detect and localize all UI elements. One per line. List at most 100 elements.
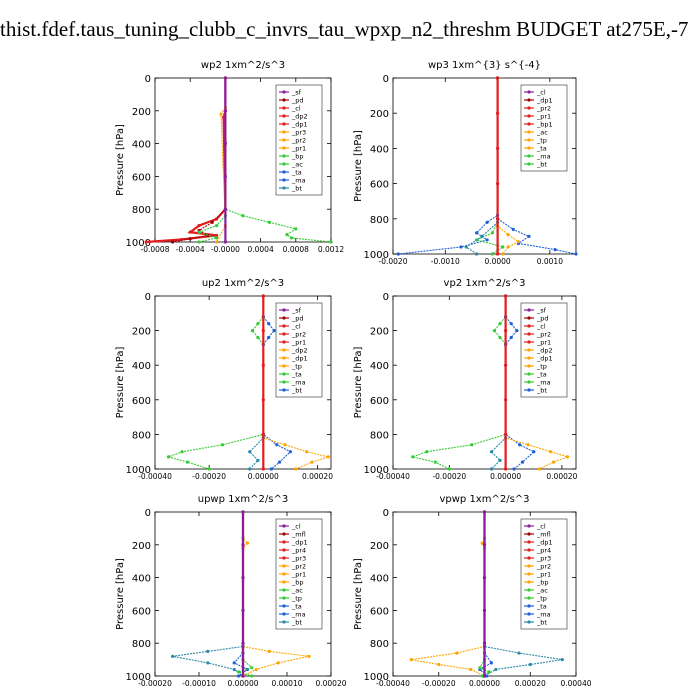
legend-marker xyxy=(527,114,531,118)
y-tick-label: 600 xyxy=(132,396,151,407)
data-point xyxy=(482,641,487,645)
legend-marker xyxy=(527,348,531,352)
y-axis-label: Pressure [hPa] xyxy=(115,124,126,196)
legend-marker xyxy=(282,324,286,328)
x-tick-label: 0.00000 xyxy=(227,679,258,688)
chart-title: vpwp 1xm^2/s^3 xyxy=(439,494,529,505)
data-point xyxy=(495,182,500,186)
data-point xyxy=(261,398,265,402)
data-point xyxy=(241,543,245,547)
y-tick-label: 400 xyxy=(370,361,389,372)
y-tick-label: 600 xyxy=(370,180,389,191)
legend-marker xyxy=(282,130,286,134)
chart-panel-6: vpwp 1xm^2/s^3 Pressure [hPa] 0 200 400 600 80… xyxy=(353,494,592,688)
legend-marker xyxy=(527,372,531,376)
data-point xyxy=(509,322,513,326)
series-line-tp xyxy=(398,78,499,255)
data-point xyxy=(482,543,487,547)
legend-entry: _pd xyxy=(536,315,549,323)
legend-entry: _mfl xyxy=(291,531,306,539)
chart-panel-1: wp2 1xm^2/s^3 Pressure [hPa] 0 200 400 600 800… xyxy=(115,60,344,254)
data-point xyxy=(215,240,219,244)
data-point xyxy=(528,662,532,667)
legend-marker xyxy=(282,356,286,360)
legend-marker xyxy=(527,146,531,150)
legend-marker xyxy=(282,604,286,608)
data-point xyxy=(489,661,493,665)
x-tick-label: -0.00040 xyxy=(376,472,410,481)
data-point xyxy=(501,245,505,249)
data-point xyxy=(498,458,502,462)
data-point xyxy=(517,651,521,655)
legend-entry: _bp xyxy=(291,153,304,161)
legend-entry: _ma xyxy=(536,153,551,161)
data-point xyxy=(329,240,333,244)
y-tick-label: 800 xyxy=(132,639,151,650)
data-point xyxy=(171,654,175,658)
legend-entry: _cl xyxy=(536,323,546,331)
y-tick-label: 1000 xyxy=(364,672,389,683)
legend-entry: _cl xyxy=(291,323,301,331)
data-point xyxy=(207,467,211,471)
data-point xyxy=(241,510,245,514)
data-point xyxy=(485,220,489,224)
x-tick-label: 0.00010 xyxy=(271,679,302,688)
data-point xyxy=(504,363,508,367)
data-point xyxy=(464,245,468,249)
series-line-pr1 xyxy=(242,512,310,677)
data-point xyxy=(489,450,494,454)
legend-marker xyxy=(282,620,286,624)
data-point xyxy=(480,234,484,238)
legend-entry: _sf xyxy=(536,307,547,315)
series-line-ac xyxy=(236,512,253,677)
y-tick-label: 1000 xyxy=(364,250,389,261)
y-tick-label: 800 xyxy=(370,215,389,226)
data-point xyxy=(245,541,249,545)
data-point xyxy=(254,667,258,672)
legend-entry: _pr1 xyxy=(536,339,551,347)
data-point xyxy=(285,233,289,237)
legend-marker xyxy=(282,556,286,560)
data-point xyxy=(250,674,254,678)
legend-entry: _dp1 xyxy=(291,355,308,363)
data-point xyxy=(509,335,513,340)
legend-entry: _dp2 xyxy=(291,113,308,121)
data-point xyxy=(261,363,265,367)
legend-entry: _pr1 xyxy=(536,113,551,121)
plot-frame xyxy=(154,295,332,470)
legend-marker xyxy=(527,154,531,158)
data-point xyxy=(495,252,500,256)
series-line-pr1 xyxy=(411,512,486,677)
chart-title: up2 1xm^2/s^3 xyxy=(202,278,284,289)
data-point xyxy=(409,658,413,662)
data-point xyxy=(526,443,530,447)
legend-marker xyxy=(527,130,531,134)
series-line-dp1 xyxy=(197,78,226,243)
legend-entry: _dp2 xyxy=(291,347,308,355)
legend-marker xyxy=(527,540,531,544)
y-tick-label: 0 xyxy=(145,508,151,519)
legend-marker xyxy=(282,612,286,616)
data-point xyxy=(396,252,400,256)
x-tick-label: 0.00000 xyxy=(469,679,500,688)
legend-entry: _dp1 xyxy=(536,355,553,363)
x-tick-label: -0.0008 xyxy=(141,245,170,254)
legend-marker xyxy=(282,106,286,110)
data-point xyxy=(276,661,280,665)
data-point xyxy=(310,460,314,464)
legend-entry: _ac xyxy=(291,161,303,169)
legend-marker xyxy=(527,356,531,360)
series-line-ta xyxy=(249,296,264,470)
data-point xyxy=(267,322,271,326)
data-point xyxy=(277,460,282,464)
data-point xyxy=(144,240,148,244)
legend-marker xyxy=(282,316,286,320)
legend-marker xyxy=(527,324,531,328)
legend-marker xyxy=(527,604,531,608)
y-axis-label: Pressure [hPa] xyxy=(353,130,364,202)
data-point xyxy=(512,467,516,471)
legend-entry: _mfl xyxy=(536,531,551,539)
legend-entry: _ta xyxy=(536,603,547,611)
y-tick-label: 400 xyxy=(132,361,151,372)
x-tick-label: -0.00020 xyxy=(138,679,172,688)
